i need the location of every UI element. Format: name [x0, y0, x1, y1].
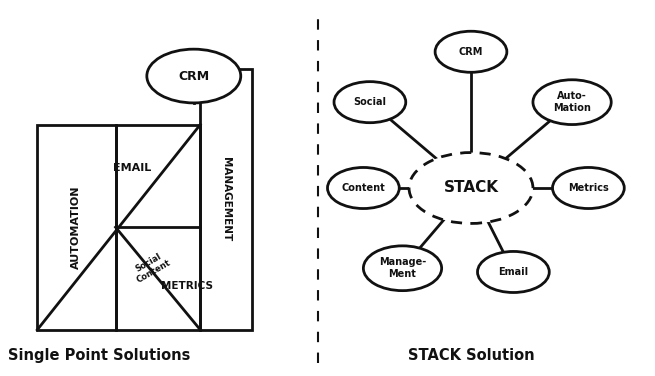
Text: MANAGEMENT: MANAGEMENT — [221, 157, 231, 241]
Text: Social: Social — [354, 97, 386, 107]
Circle shape — [334, 82, 405, 123]
Text: STACK: STACK — [443, 180, 498, 196]
Text: CRM: CRM — [458, 47, 483, 57]
Circle shape — [409, 153, 533, 223]
Text: Metrics: Metrics — [568, 183, 608, 193]
Circle shape — [147, 49, 241, 103]
Circle shape — [435, 31, 507, 72]
Circle shape — [477, 252, 550, 293]
Text: Social
Content: Social Content — [130, 249, 173, 285]
Circle shape — [364, 246, 441, 291]
Text: STACK Solution: STACK Solution — [407, 349, 534, 364]
Text: Content: Content — [341, 183, 385, 193]
Text: Auto-
Mation: Auto- Mation — [553, 91, 591, 113]
Text: AUTOMATION: AUTOMATION — [71, 185, 81, 269]
Text: EMAIL: EMAIL — [113, 164, 151, 173]
Circle shape — [553, 167, 624, 209]
Text: Manage-
Ment: Manage- Ment — [379, 258, 426, 279]
Circle shape — [533, 80, 611, 124]
Text: METRICS: METRICS — [161, 281, 214, 291]
Text: Email: Email — [498, 267, 529, 277]
Circle shape — [328, 167, 400, 209]
Text: CRM: CRM — [178, 70, 210, 83]
Text: Single Point Solutions: Single Point Solutions — [8, 349, 191, 364]
